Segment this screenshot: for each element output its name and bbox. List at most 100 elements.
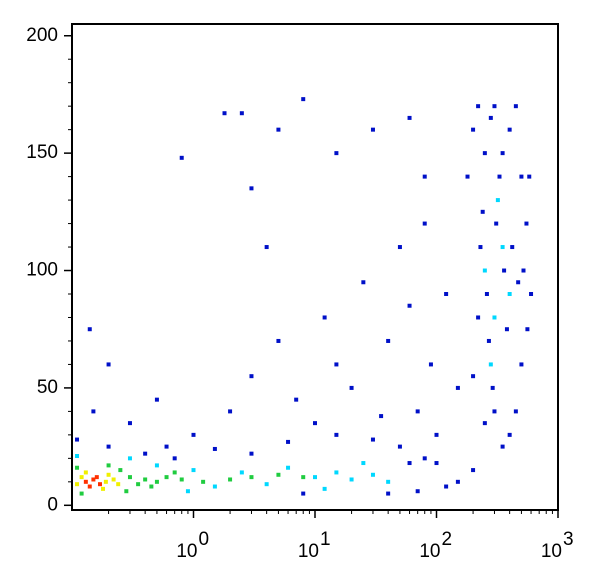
point — [106, 472, 111, 477]
point — [276, 127, 281, 132]
point — [154, 463, 159, 468]
point — [492, 409, 497, 414]
point — [101, 486, 106, 491]
point — [407, 115, 412, 120]
point — [212, 446, 217, 451]
point — [502, 268, 507, 273]
point — [519, 362, 524, 367]
point — [476, 104, 481, 109]
point — [370, 472, 375, 477]
point — [75, 482, 80, 487]
x-tick-label: 10 — [298, 541, 319, 562]
point — [149, 484, 154, 489]
point — [529, 292, 534, 296]
point — [495, 198, 500, 203]
point — [143, 451, 148, 456]
point — [164, 444, 169, 449]
point — [222, 111, 227, 116]
point — [484, 292, 489, 296]
point — [521, 268, 526, 273]
point — [286, 465, 291, 470]
point — [422, 174, 427, 179]
point — [87, 484, 92, 489]
y-tick-label: 150 — [26, 142, 58, 163]
point — [434, 432, 439, 437]
x-tick-exponent: 0 — [199, 529, 210, 550]
point — [476, 315, 481, 320]
point — [94, 475, 99, 480]
point — [264, 482, 269, 487]
plot-frame — [71, 23, 559, 511]
point — [154, 479, 159, 484]
point — [507, 127, 512, 132]
point — [286, 439, 291, 444]
point — [106, 362, 111, 367]
y-tick-label: 50 — [37, 377, 58, 398]
point — [179, 155, 184, 160]
x-tick-label: 10 — [419, 541, 440, 562]
point — [504, 327, 509, 332]
point — [386, 479, 391, 484]
point — [91, 477, 96, 482]
point — [127, 421, 132, 426]
point — [334, 432, 339, 437]
point — [116, 482, 121, 487]
point — [239, 111, 244, 116]
point — [428, 362, 433, 367]
point — [480, 209, 485, 214]
point — [415, 489, 420, 494]
point — [500, 444, 505, 449]
point — [513, 409, 518, 414]
x-tick-label: 10 — [541, 541, 562, 562]
point — [313, 421, 317, 426]
point — [471, 127, 476, 132]
x-tick-exponent: 3 — [563, 529, 574, 550]
point — [103, 479, 108, 484]
point — [301, 491, 306, 496]
x-tick-exponent: 2 — [442, 529, 453, 550]
point — [239, 470, 244, 475]
point — [455, 479, 460, 484]
point — [465, 174, 470, 179]
point — [228, 477, 233, 482]
point — [154, 397, 159, 402]
point — [455, 385, 460, 390]
point — [185, 489, 190, 494]
point — [276, 472, 281, 477]
point — [179, 477, 184, 482]
point — [361, 461, 366, 466]
point — [164, 475, 169, 480]
point — [488, 362, 493, 367]
point — [471, 468, 476, 473]
point — [507, 292, 512, 296]
point — [478, 245, 483, 250]
point — [386, 338, 391, 343]
point — [249, 374, 254, 379]
x-tick-exponent: 1 — [320, 529, 331, 550]
point — [127, 456, 132, 461]
point — [249, 186, 254, 191]
point — [497, 174, 502, 179]
point — [322, 315, 327, 320]
point — [482, 421, 487, 426]
point — [124, 489, 129, 494]
point — [434, 461, 439, 466]
point — [75, 465, 80, 470]
point — [249, 451, 254, 456]
point — [407, 303, 412, 308]
point — [490, 385, 495, 390]
point — [91, 409, 96, 414]
point — [415, 409, 420, 414]
point — [87, 327, 92, 332]
point — [127, 475, 132, 480]
point — [201, 479, 206, 484]
point — [172, 456, 177, 461]
point — [397, 245, 402, 250]
point — [83, 470, 88, 475]
point — [75, 437, 80, 442]
point — [492, 315, 497, 320]
x-tick-label: 10 — [176, 541, 197, 562]
point — [361, 280, 366, 285]
point — [516, 280, 521, 285]
